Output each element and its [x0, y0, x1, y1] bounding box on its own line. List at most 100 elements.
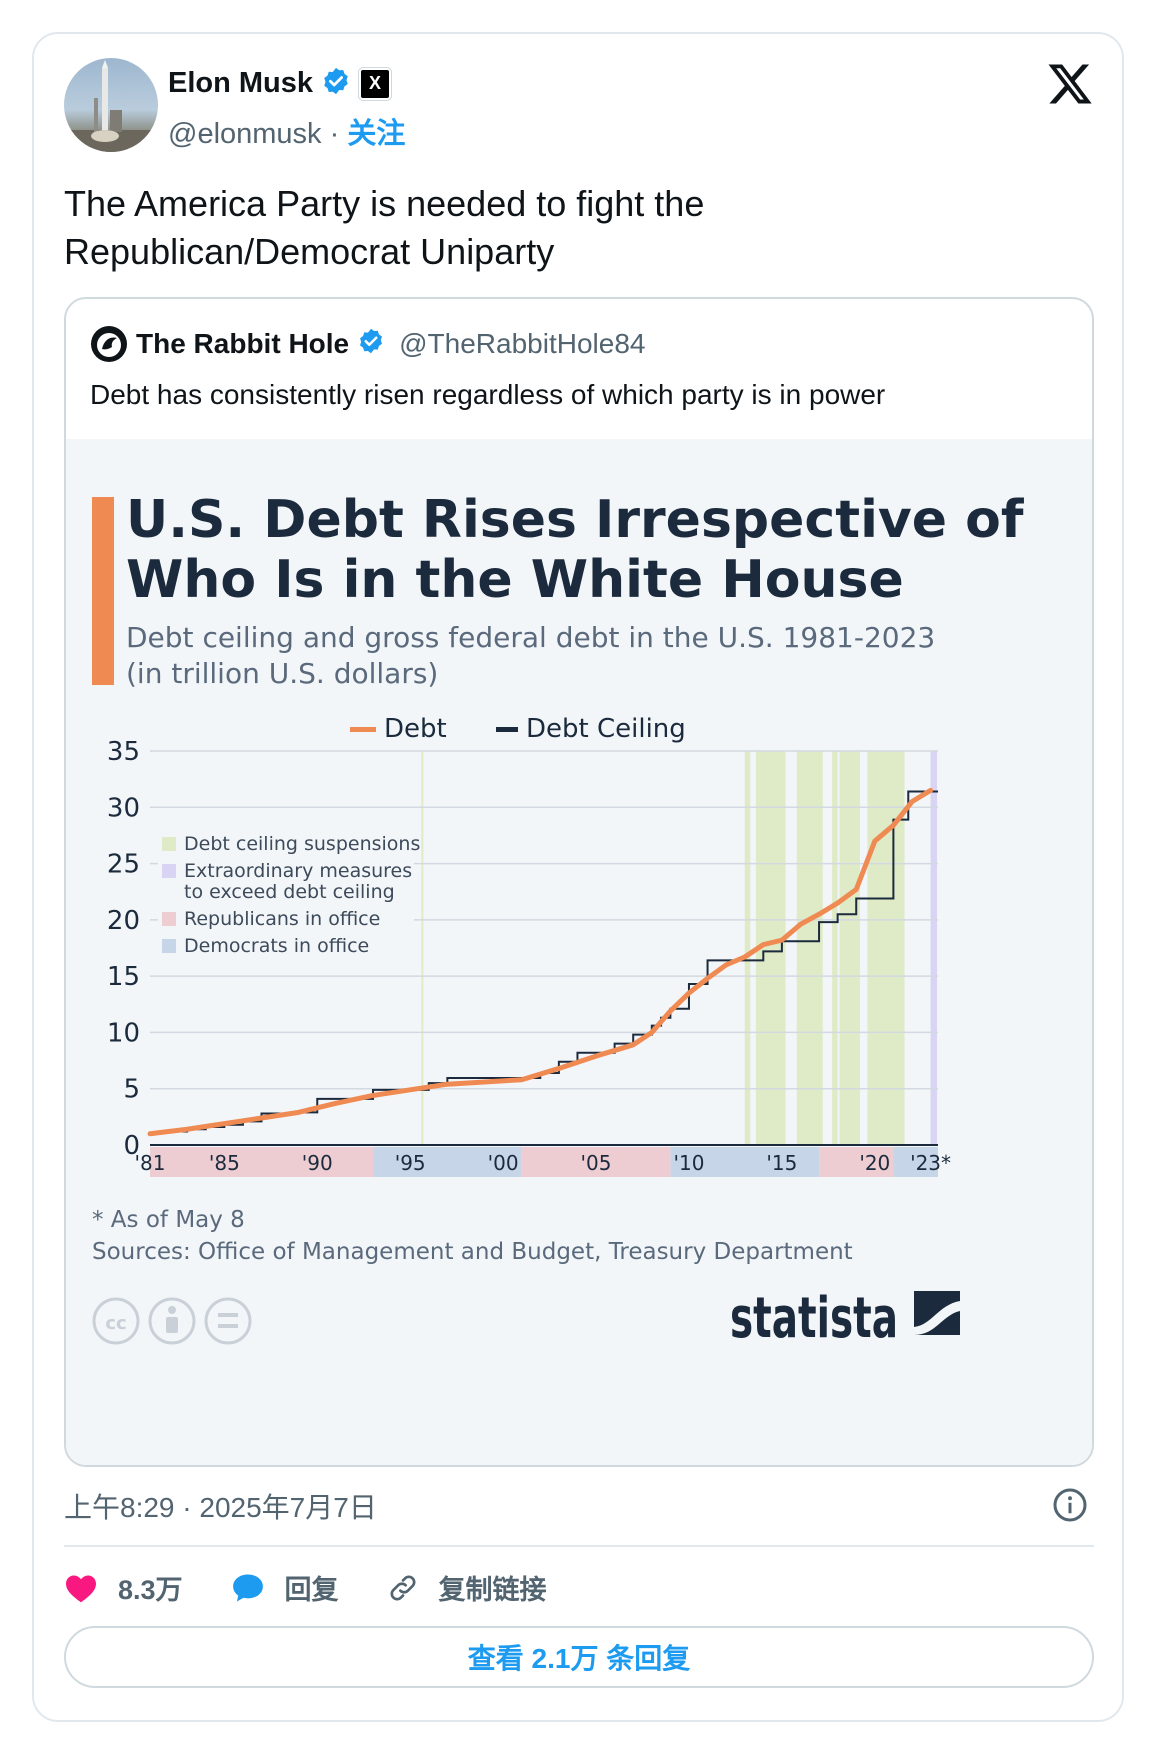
x-logo-icon[interactable]	[1046, 60, 1094, 108]
debt-line	[147, 787, 934, 1137]
x-tick-label: '20	[859, 1151, 890, 1175]
legend-extraordinary-swatch	[162, 864, 176, 878]
quote-verified-badge-icon	[357, 327, 385, 362]
tweet-text: The America Party is needed to fight the…	[64, 180, 1064, 276]
extraordinary-measures-band	[930, 751, 938, 1145]
follow-button[interactable]: 关注	[347, 118, 406, 150]
debt-point	[445, 1082, 449, 1086]
y-tick-label: 35	[107, 737, 140, 767]
debt-point	[873, 839, 877, 843]
chart-title-line1: U.S. Debt Rises Irrespective of	[126, 490, 1025, 550]
republican-period	[819, 1147, 894, 1177]
debt-point	[185, 1127, 189, 1131]
debt-point	[910, 800, 914, 804]
timestamp[interactable]: 上午8:29 · 2025年7月7日	[64, 1492, 377, 1523]
debt-chart: U.S. Debt Rises Irrespective of Who Is i…	[92, 490, 1025, 1351]
x-tick-label: '00	[488, 1151, 519, 1175]
tweet-text-line2: Republican/Democrat Uniparty	[64, 231, 555, 272]
like-count: 8.3万	[118, 1575, 183, 1605]
debt-point	[222, 1122, 226, 1126]
chart-subtitle-line1: Debt ceiling and gross federal debt in t…	[126, 621, 935, 654]
chart-sources: Sources: Office of Management and Budget…	[92, 1239, 853, 1265]
x-tick-label: '81	[135, 1151, 166, 1175]
debt-point	[724, 963, 728, 967]
legend-suspension-swatch	[162, 837, 176, 851]
title-accent-bar	[92, 497, 114, 685]
debt-point	[631, 1043, 635, 1047]
legend-republican-swatch	[162, 912, 176, 926]
debt-point	[520, 1078, 524, 1082]
debt-point	[650, 1030, 654, 1034]
democrat-period	[893, 1147, 938, 1177]
quote-text: Debt has consistently risen regardless o…	[90, 379, 886, 410]
overlay-legend-bg	[158, 829, 414, 955]
view-replies-button[interactable]: 查看 2.1万 条回复	[64, 1626, 1094, 1688]
author-row: Elon Musk X	[168, 66, 392, 101]
debt-point	[557, 1066, 561, 1070]
x-tick-label: '15	[766, 1151, 797, 1175]
chart-footnote: * As of May 8	[92, 1207, 245, 1233]
author-handle[interactable]: @elonmusk	[168, 118, 322, 150]
y-tick-label: 25	[107, 850, 140, 880]
debt-point	[891, 823, 895, 827]
republican-period	[150, 1147, 374, 1177]
statista-brand: statista	[730, 1286, 898, 1351]
legend-debt-swatch	[350, 727, 376, 732]
debt-point	[836, 901, 840, 905]
like-button[interactable]: 8.3万	[64, 1568, 183, 1607]
debt-point	[687, 991, 691, 995]
reply-button[interactable]: 回复	[231, 1568, 339, 1607]
x-tick-label: '23*	[910, 1151, 951, 1175]
legend-republican-label: Republicans in office	[184, 908, 380, 930]
debt-point	[260, 1116, 264, 1120]
attribution-icon[interactable]	[148, 1297, 196, 1345]
x-tick-label: '85	[209, 1151, 240, 1175]
suspension-band	[744, 751, 751, 1145]
debt-infographic[interactable]: U.S. Debt Rises Irrespective of Who Is i…	[66, 439, 1092, 1465]
debt-point	[780, 938, 784, 942]
rocket-launch-image	[64, 60, 158, 152]
tweet-card	[32, 32, 1124, 1722]
copy-link-label: 复制链接	[438, 1575, 547, 1605]
author-name[interactable]: Elon Musk	[168, 67, 314, 99]
quote-author-name[interactable]: The Rabbit Hole	[136, 328, 350, 359]
no-derivatives-icon[interactable]	[204, 1297, 252, 1345]
copy-link-button[interactable]: 复制链接	[387, 1568, 547, 1607]
legend-debt-label: Debt	[384, 714, 447, 744]
debt-point	[297, 1110, 301, 1114]
statista-logo-icon	[914, 1291, 960, 1335]
y-tick-label: 5	[123, 1075, 140, 1105]
legend-extraordinary-label-2: to exceed debt ceiling	[184, 881, 395, 903]
debt-point	[854, 887, 858, 891]
legend-ceiling-label: Debt Ceiling	[526, 714, 686, 744]
reply-label: 回复	[284, 1575, 339, 1605]
debt-point	[929, 788, 933, 792]
quote-author-row: The Rabbit Hole @TheRabbitHole84	[90, 325, 645, 363]
debt-point	[371, 1093, 375, 1097]
suspension-band	[421, 751, 424, 1145]
avatar[interactable]	[64, 58, 158, 152]
cc-license-icon[interactable]: cc	[92, 1297, 140, 1345]
x-tick-label: '05	[581, 1151, 612, 1175]
legend-democrat-label: Democrats in office	[184, 935, 369, 957]
democrat-period	[373, 1147, 522, 1177]
quote-author-handle[interactable]: @TheRabbitHole84	[399, 328, 646, 359]
info-icon[interactable]	[1052, 1487, 1088, 1523]
legend-extraordinary-label: Extraordinary measures	[184, 860, 412, 882]
legend-suspension-label: Debt ceiling suspensions	[184, 833, 420, 855]
link-icon	[390, 1575, 416, 1600]
democrat-period	[670, 1147, 820, 1177]
rabbit-hole-avatar-icon[interactable]	[90, 325, 128, 363]
suspension-band	[796, 751, 823, 1145]
x-tick-label: '90	[302, 1151, 333, 1175]
chart-title-line2: Who Is in the White House	[126, 550, 904, 610]
debt-point	[798, 922, 802, 926]
debt-point	[483, 1080, 487, 1084]
handle-row: @elonmusk · 关注	[168, 110, 405, 152]
debt-point	[817, 912, 821, 916]
y-tick-label: 30	[107, 793, 140, 823]
y-tick-label: 10	[107, 1018, 140, 1048]
suspension-band	[839, 751, 860, 1145]
quoted-tweet[interactable]: The Rabbit Hole @TheRabbitHole84 Debt ha…	[64, 297, 1094, 1467]
debt-point	[743, 955, 747, 959]
